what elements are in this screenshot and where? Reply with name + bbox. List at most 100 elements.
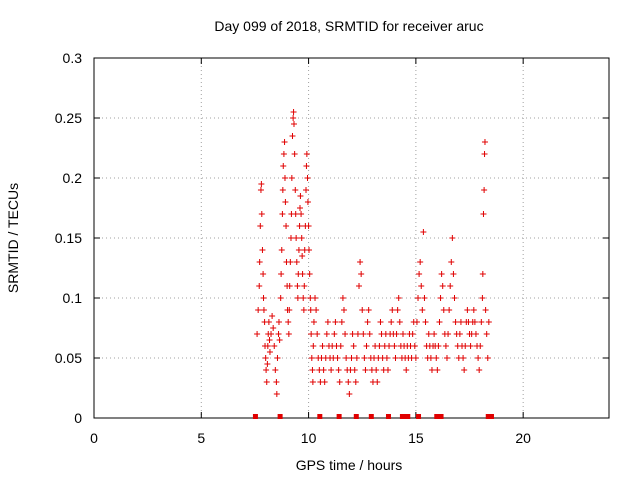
data-point	[308, 355, 315, 361]
data-point	[392, 355, 399, 361]
data-point	[479, 295, 486, 301]
plot-frame	[93, 57, 610, 419]
data-point	[271, 343, 278, 349]
data-point	[456, 331, 463, 337]
data-point	[272, 367, 279, 373]
zero-value-marker	[317, 414, 323, 419]
data-point	[359, 307, 366, 313]
data-point	[409, 331, 416, 337]
data-point	[263, 367, 270, 373]
data-point	[460, 355, 467, 361]
data-point	[438, 271, 445, 277]
data-point	[298, 235, 305, 241]
data-point	[365, 307, 372, 313]
data-point	[421, 295, 428, 301]
data-point	[357, 259, 364, 265]
data-point	[320, 367, 327, 373]
data-point	[478, 319, 485, 325]
zero-value-marker	[405, 414, 411, 419]
data-point	[342, 331, 349, 337]
data-point	[260, 307, 267, 313]
data-point	[439, 283, 446, 289]
data-point	[431, 331, 438, 337]
data-point	[280, 163, 287, 169]
data-point	[483, 331, 490, 337]
data-point	[396, 319, 403, 325]
data-point	[306, 247, 313, 253]
data-point	[361, 355, 368, 361]
data-point	[299, 271, 306, 277]
data-point	[415, 295, 422, 301]
data-point	[297, 205, 303, 211]
data-point	[475, 355, 482, 361]
data-point	[303, 163, 310, 169]
data-point	[270, 325, 277, 331]
data-point	[389, 307, 396, 313]
data-point	[277, 295, 284, 301]
zero-value-marker	[252, 414, 258, 419]
data-point	[461, 367, 468, 373]
data-point	[286, 283, 293, 289]
data-point	[427, 355, 434, 361]
data-point	[300, 307, 307, 313]
data-point	[257, 187, 264, 193]
data-point	[481, 139, 488, 145]
data-point	[299, 253, 306, 259]
data-point	[301, 283, 308, 289]
data-point	[331, 331, 338, 337]
data-point	[383, 355, 390, 361]
data-point	[278, 247, 285, 253]
data-point	[391, 343, 398, 349]
data-point	[300, 295, 307, 301]
data-point	[262, 355, 269, 361]
data-point	[295, 247, 302, 253]
data-point	[283, 223, 290, 229]
data-point	[264, 343, 271, 349]
data-point	[259, 247, 266, 253]
data-point	[373, 367, 380, 373]
x-tick-label: 20	[515, 430, 531, 446]
data-point	[260, 271, 267, 277]
data-point	[335, 367, 342, 373]
data-point	[292, 187, 299, 193]
data-point	[376, 343, 383, 349]
data-point	[356, 283, 363, 289]
data-point	[443, 355, 450, 361]
data-point	[337, 343, 344, 349]
data-point	[306, 271, 313, 277]
data-point	[257, 223, 264, 229]
data-point	[281, 139, 288, 145]
data-point	[294, 295, 301, 301]
data-point	[280, 151, 287, 157]
data-point	[290, 109, 297, 115]
data-point	[446, 307, 453, 313]
data-point	[265, 319, 272, 325]
data-point	[279, 187, 286, 193]
data-point	[294, 283, 301, 289]
data-point	[289, 133, 296, 139]
data-point	[485, 319, 492, 325]
data-point	[447, 283, 454, 289]
data-point	[293, 235, 300, 241]
data-point	[274, 355, 281, 361]
data-point	[481, 151, 488, 157]
data-point	[353, 355, 360, 361]
data-point	[297, 193, 304, 199]
data-point	[268, 331, 275, 337]
data-point	[275, 319, 282, 325]
data-point	[285, 331, 292, 337]
data-point	[338, 319, 345, 325]
data-point	[467, 343, 474, 349]
zero-value-marker	[488, 414, 494, 419]
data-point	[281, 175, 288, 181]
y-tick-label: 0.05	[55, 350, 82, 366]
y-tick-label: 0.15	[55, 230, 82, 246]
grid-layer	[94, 58, 609, 418]
data-point	[350, 343, 357, 349]
zero-value-marker	[385, 414, 391, 419]
data-point	[433, 355, 440, 361]
data-point	[310, 319, 317, 325]
data-point	[332, 319, 339, 325]
